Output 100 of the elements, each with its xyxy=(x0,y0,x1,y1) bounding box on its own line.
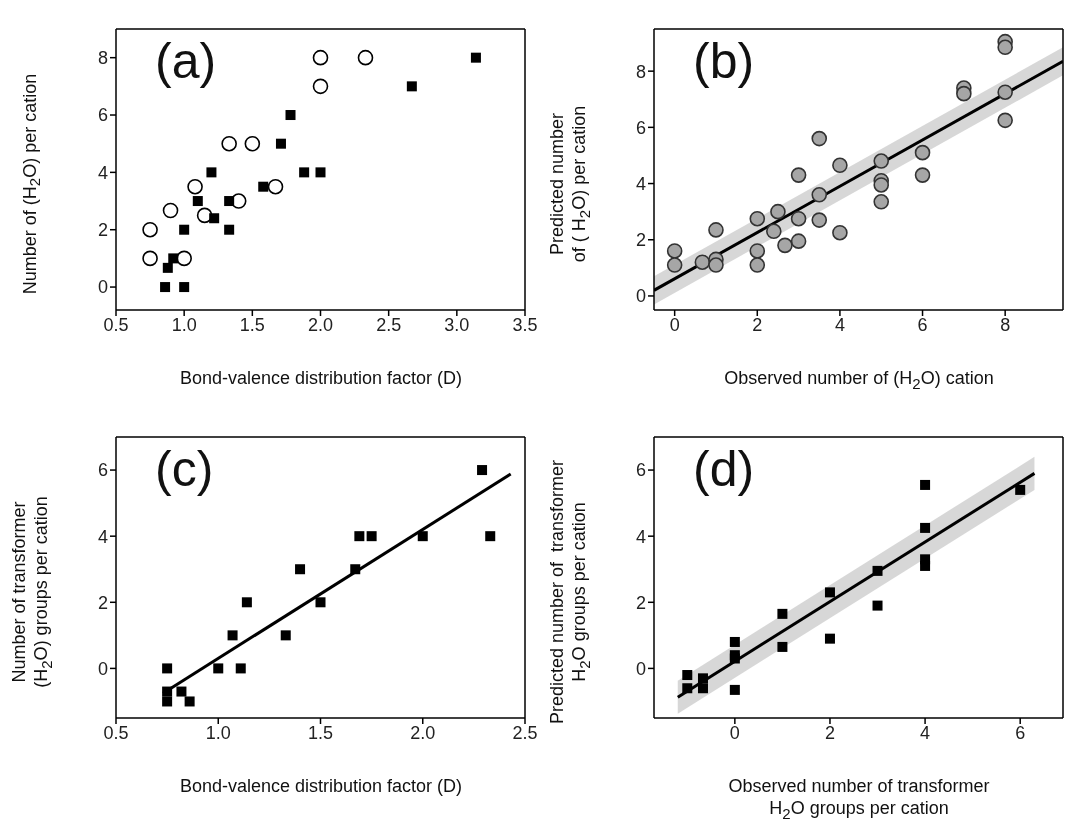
point xyxy=(872,565,883,576)
point xyxy=(406,81,417,92)
x-tick-label: 1.0 xyxy=(205,722,231,743)
point xyxy=(997,39,1013,56)
point xyxy=(777,608,788,619)
x-tick-label: 3.5 xyxy=(512,314,538,335)
y-tick-label: 0 xyxy=(635,286,646,307)
y-tick-label: 2 xyxy=(97,592,108,613)
point xyxy=(179,282,190,293)
point xyxy=(682,670,693,681)
point xyxy=(275,138,286,149)
y-tick-label: 6 xyxy=(97,460,108,481)
point xyxy=(357,49,374,66)
point xyxy=(914,144,931,161)
x-tick-label: 8 xyxy=(1000,314,1011,335)
y-tick-label: 4 xyxy=(635,526,646,547)
y-tick-label: 0 xyxy=(97,277,108,298)
point xyxy=(366,531,377,542)
point xyxy=(315,167,326,178)
point xyxy=(997,84,1013,101)
point xyxy=(682,683,693,694)
point xyxy=(873,194,890,210)
point xyxy=(244,135,261,152)
point xyxy=(142,221,158,238)
point xyxy=(315,597,326,608)
x-tick-label: 0 xyxy=(729,722,740,743)
point xyxy=(811,212,828,228)
point xyxy=(824,587,835,598)
point xyxy=(811,130,828,147)
point xyxy=(354,531,365,542)
point xyxy=(777,237,793,254)
annotation: (c) xyxy=(155,440,214,498)
y-tick-label: 0 xyxy=(635,658,646,679)
point xyxy=(162,696,173,707)
point xyxy=(914,167,931,183)
point xyxy=(312,49,329,66)
point xyxy=(160,282,171,293)
point xyxy=(162,202,179,219)
point xyxy=(749,243,766,259)
point xyxy=(224,224,235,235)
point xyxy=(920,522,931,533)
x-tick-label: 6 xyxy=(917,314,928,335)
point xyxy=(184,696,195,707)
point xyxy=(227,630,238,641)
y-tick-label: 8 xyxy=(97,48,108,69)
point xyxy=(873,153,890,169)
point xyxy=(766,223,782,240)
point xyxy=(832,157,848,174)
point xyxy=(697,683,708,694)
x-tick-label: 4 xyxy=(834,314,845,335)
point xyxy=(162,686,173,697)
x-axis-title: Observed number of (H$_{2}$O) cation xyxy=(723,368,995,393)
point xyxy=(162,663,173,674)
x-tick-label: 1.5 xyxy=(307,722,334,743)
point xyxy=(811,186,828,203)
point xyxy=(209,213,220,224)
point xyxy=(477,465,488,476)
x-tick-label: 4 xyxy=(920,722,931,743)
point xyxy=(997,112,1013,129)
point xyxy=(221,135,237,152)
point xyxy=(235,663,246,674)
point xyxy=(824,633,835,644)
point xyxy=(258,181,269,192)
point xyxy=(708,257,724,273)
point xyxy=(285,110,296,121)
y-tick-label: 6 xyxy=(635,117,646,138)
x-tick-label: 2.5 xyxy=(512,722,538,743)
y-tick-label: 4 xyxy=(97,162,108,183)
point xyxy=(162,262,173,273)
annotation: (d) xyxy=(693,440,755,498)
point xyxy=(192,196,203,207)
point xyxy=(312,78,329,95)
point xyxy=(168,253,179,264)
x-tick-label: 3.0 xyxy=(444,314,470,335)
point xyxy=(280,630,291,641)
y-tick-label: 6 xyxy=(635,460,646,481)
point xyxy=(142,250,158,267)
x-tick-label: 2.5 xyxy=(376,314,402,335)
y-tick-label: 4 xyxy=(97,526,108,547)
point xyxy=(485,531,496,542)
x-tick-label: 0.5 xyxy=(103,722,129,743)
x-tick-label: 2 xyxy=(752,314,763,335)
point xyxy=(470,52,481,63)
point xyxy=(790,210,807,227)
point xyxy=(176,686,187,697)
y-tick-label: 6 xyxy=(97,105,108,126)
y-tick-label: 0 xyxy=(97,658,108,679)
point xyxy=(666,243,683,259)
x-tick-label: 1.0 xyxy=(171,314,197,335)
point xyxy=(872,600,883,611)
x-tick-label: 6 xyxy=(1015,722,1026,743)
y-tick-label: 8 xyxy=(635,61,646,82)
point xyxy=(417,531,428,542)
point xyxy=(749,210,766,227)
point xyxy=(206,167,217,178)
point xyxy=(708,222,724,238)
point xyxy=(241,597,252,608)
x-tick-label: 0.5 xyxy=(103,314,129,335)
x-tick-label: 2 xyxy=(824,722,835,743)
point xyxy=(873,177,890,193)
